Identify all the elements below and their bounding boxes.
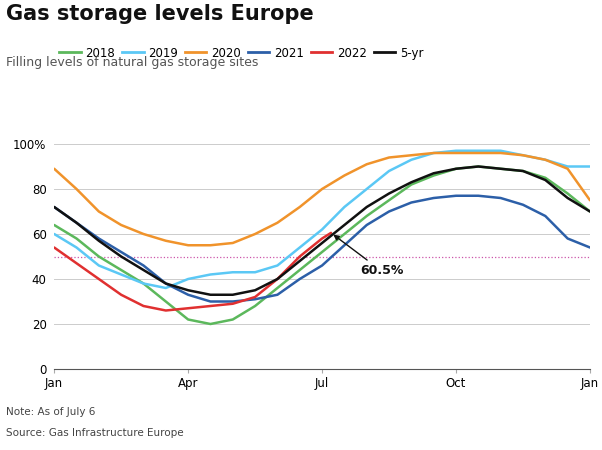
Legend: 2018, 2019, 2020, 2021, 2022, 5-yr: 2018, 2019, 2020, 2021, 2022, 5-yr bbox=[55, 42, 428, 64]
Text: Filling levels of natural gas storage sites: Filling levels of natural gas storage si… bbox=[6, 56, 258, 69]
Text: Note: As of July 6: Note: As of July 6 bbox=[6, 407, 95, 417]
Text: 60.5%: 60.5% bbox=[335, 235, 403, 278]
Text: Source: Gas Infrastructure Europe: Source: Gas Infrastructure Europe bbox=[6, 428, 184, 437]
Text: Gas storage levels Europe: Gas storage levels Europe bbox=[6, 4, 314, 24]
